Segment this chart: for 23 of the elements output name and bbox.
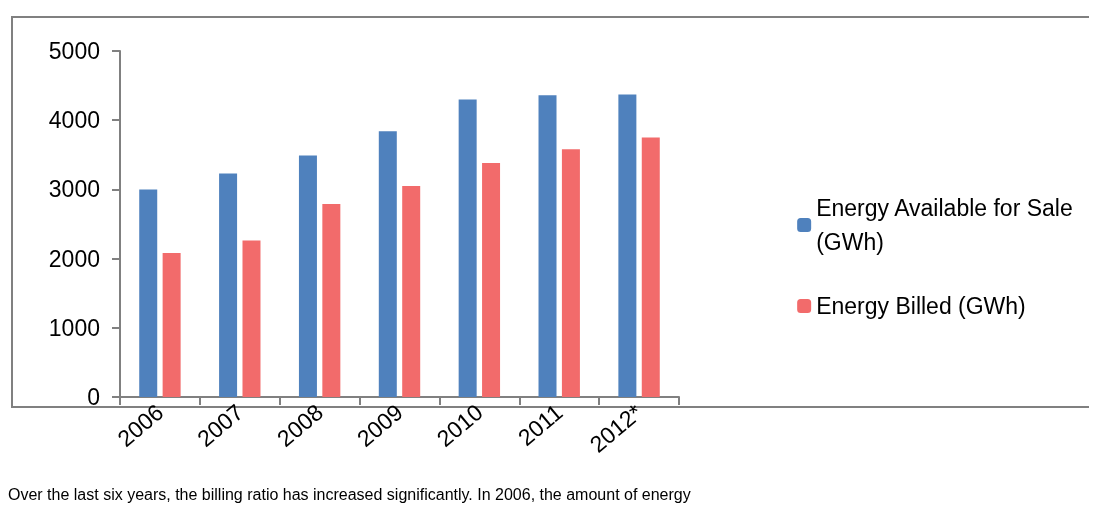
y-tick-label: 0 <box>87 384 100 410</box>
bar <box>641 137 660 397</box>
bar <box>482 163 501 397</box>
bar <box>298 155 317 397</box>
bar <box>322 203 341 397</box>
bar <box>139 189 158 397</box>
y-tick-label: 3000 <box>48 176 100 203</box>
legend-label: Energy Billed (GWh) <box>816 293 1026 319</box>
y-tick-label: 1000 <box>48 314 100 341</box>
bar <box>242 240 261 397</box>
legend-label: Energy Available for Sale (GWh) <box>816 195 1073 255</box>
y-tick-label: 4000 <box>48 107 100 134</box>
y-tick-label: 5000 <box>48 38 100 64</box>
bar <box>458 99 477 397</box>
bar <box>561 149 580 397</box>
bar <box>162 253 181 397</box>
y-tick-label: 2000 <box>48 245 100 272</box>
bar <box>219 173 238 397</box>
text: Over the last six years, the billing ratio has increased significantly. In 2006, the amount of energy <box>8 485 691 503</box>
bar <box>618 94 637 397</box>
bar <box>538 95 557 397</box>
bar <box>378 131 397 397</box>
bar <box>402 185 421 397</box>
